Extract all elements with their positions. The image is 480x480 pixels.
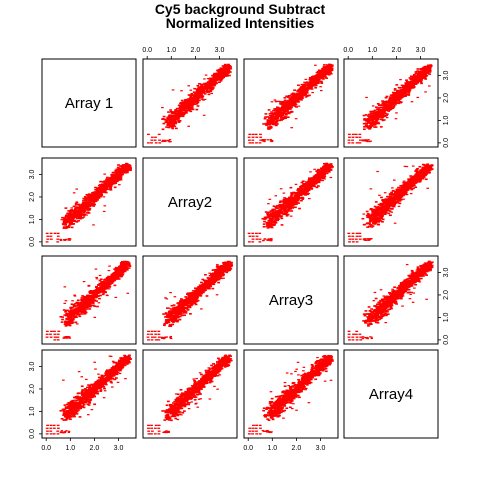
panel-frame bbox=[142, 157, 238, 247]
panel-r1-c3 bbox=[343, 157, 439, 247]
panel-frame bbox=[142, 58, 238, 148]
chart-title-line-2: Normalized Intensities bbox=[165, 15, 315, 31]
diagonal-label-0: Array 1 bbox=[65, 95, 113, 112]
diagonal-label-1: Array2 bbox=[168, 194, 212, 211]
points-group bbox=[347, 64, 433, 144]
panel-r0-c0: Array 1 bbox=[41, 58, 137, 148]
chart-title-line-1: Cy5 background Subtract bbox=[154, 1, 326, 17]
panel-r1-c1: Array2 bbox=[142, 157, 238, 247]
panel-frame bbox=[243, 58, 339, 148]
panel-r0-c3 bbox=[343, 58, 439, 148]
points-group bbox=[45, 162, 132, 243]
points-group bbox=[247, 63, 334, 144]
points-group bbox=[347, 163, 434, 243]
panel-r0-c2 bbox=[243, 58, 339, 148]
points-group bbox=[146, 63, 233, 144]
points-group bbox=[247, 162, 334, 243]
panel-frame bbox=[41, 157, 137, 247]
panel-frame bbox=[243, 157, 339, 247]
panel-r1-c0 bbox=[41, 157, 137, 247]
panel-r1-c2 bbox=[243, 157, 339, 247]
panel-r0-c1 bbox=[142, 58, 238, 148]
panel-frame bbox=[343, 58, 439, 148]
panel-frame bbox=[41, 58, 137, 148]
